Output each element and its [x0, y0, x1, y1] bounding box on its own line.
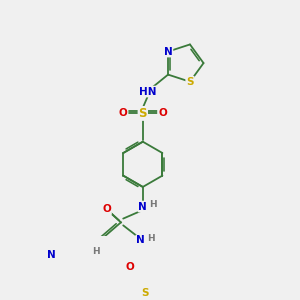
Text: S: S — [142, 288, 149, 298]
Text: S: S — [139, 107, 147, 120]
Text: N: N — [136, 236, 145, 245]
Text: HN: HN — [139, 87, 156, 97]
Text: N: N — [47, 250, 56, 260]
Text: O: O — [126, 262, 134, 272]
Text: N: N — [138, 202, 147, 212]
Text: S: S — [186, 77, 194, 87]
Text: O: O — [102, 204, 111, 214]
Text: H: H — [150, 200, 157, 209]
Text: N: N — [164, 46, 172, 57]
Text: O: O — [158, 108, 167, 118]
Text: H: H — [92, 247, 100, 256]
Text: H: H — [147, 234, 155, 243]
Text: O: O — [119, 108, 128, 118]
